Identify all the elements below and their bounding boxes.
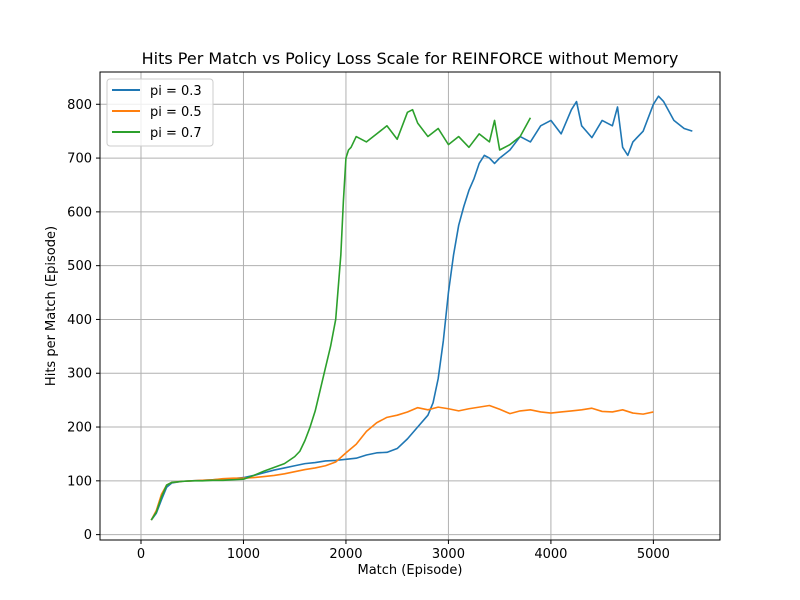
axis-ticks: 0 1000 2000 3000 4000 5000 0 100 200 300 400 500 600… — [67, 98, 670, 562]
y-tick-label: 300 — [67, 367, 92, 382]
series-lines — [150, 95, 693, 521]
y-tick-label: 500 — [67, 259, 92, 274]
legend-label-1: pi = 0.3 — [150, 84, 202, 99]
x-tick-label: 4000 — [534, 547, 567, 562]
y-tick-label: 700 — [67, 152, 92, 167]
series-line-2 — [150, 404, 654, 521]
x-tick-label: 2000 — [329, 547, 362, 562]
legend: pi = 0.3 pi = 0.5 pi = 0.7 — [106, 78, 214, 147]
y-tick-label: 100 — [67, 474, 92, 489]
legend-label-3: pi = 0.7 — [150, 126, 202, 141]
plot-area-frame — [99, 71, 721, 541]
y-tick-label: 200 — [67, 421, 92, 436]
legend-label-2: pi = 0.5 — [150, 105, 202, 120]
legend-box — [106, 78, 214, 147]
x-tick-label: 1000 — [227, 547, 260, 562]
y-axis-label: Hits per Match (Episode) — [44, 226, 59, 386]
y-tick-label: 800 — [67, 98, 92, 113]
x-axis-label: Match (Episode) — [358, 563, 463, 578]
y-tick-label: 0 — [84, 528, 92, 543]
series-line-3 — [150, 108, 532, 521]
x-tick-label: 5000 — [637, 547, 670, 562]
x-tick-label: 0 — [137, 547, 145, 562]
y-tick-label: 400 — [67, 313, 92, 328]
x-tick-label: 3000 — [432, 547, 465, 562]
y-tick-label: 600 — [67, 205, 92, 220]
chart-title: Hits Per Match vs Policy Loss Scale for … — [142, 49, 679, 68]
